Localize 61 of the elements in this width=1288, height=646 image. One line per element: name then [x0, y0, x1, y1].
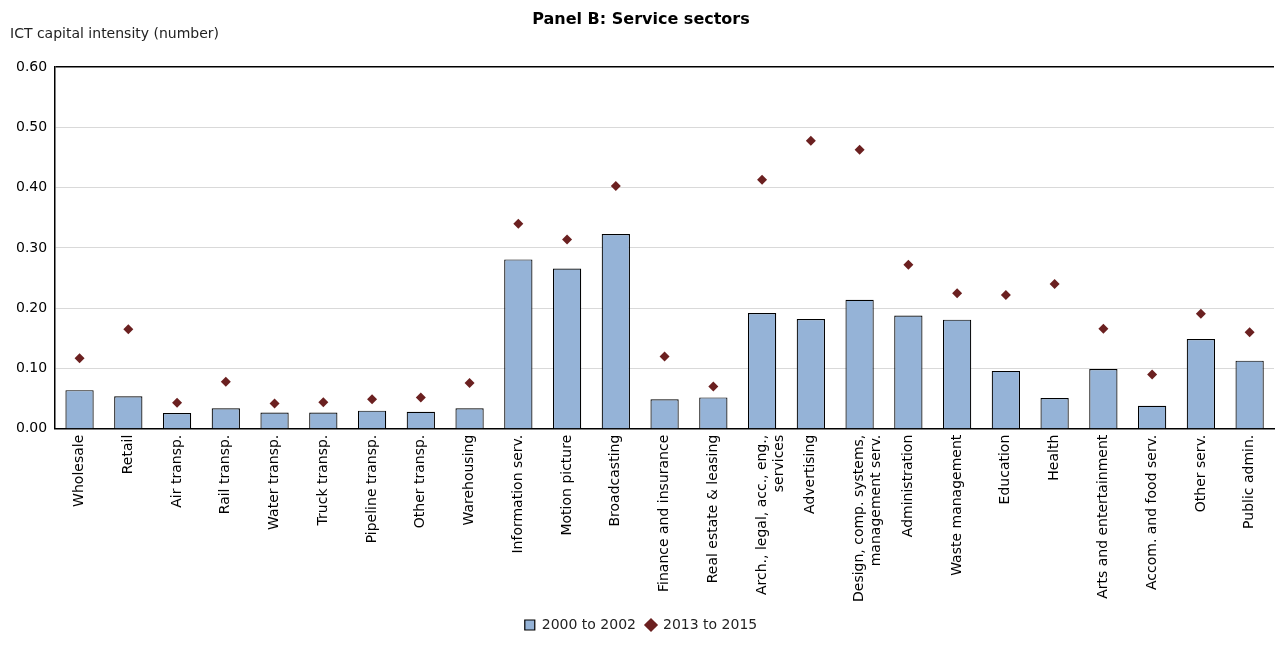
y-axis-title: ICT capital intensity (number): [10, 24, 220, 41]
y-tick-label: 0.10: [16, 359, 48, 376]
x-tick-label: Waste management: [947, 434, 964, 576]
x-tick-label: Information serv.: [508, 434, 525, 554]
x-tick-label: Wholesale: [70, 434, 87, 507]
x-tick-label: Water transp.: [265, 434, 282, 530]
point: [220, 376, 231, 387]
y-tick-label: 0.00: [16, 419, 48, 436]
point: [415, 392, 426, 403]
y-tick-label: 0.20: [16, 298, 48, 315]
point: [1195, 308, 1206, 319]
x-tick-label: Other serv.: [1191, 434, 1208, 513]
point: [1049, 279, 1060, 290]
point: [172, 397, 183, 408]
x-tick-label: Other transp.: [411, 434, 428, 529]
x-tick-label: Pipeline transp.: [362, 434, 379, 544]
x-tick-label: Retail: [118, 434, 135, 475]
x-tick-label: Rail transp.: [216, 434, 233, 515]
point: [367, 394, 378, 405]
point: [269, 398, 280, 409]
point: [74, 353, 85, 364]
x-tick-label: Real estate & leasing: [703, 434, 720, 584]
point: [1098, 323, 1109, 334]
x-tick-label: Arch., legal, acc., eng., services: [752, 434, 786, 596]
point: [757, 174, 768, 185]
x-tick-label: Administration: [898, 434, 915, 538]
point: [708, 381, 719, 392]
point: [123, 324, 134, 335]
x-tick-label: Accom. and food serv.: [1142, 434, 1159, 591]
point: [464, 377, 475, 388]
x-tick-label: Design, comp. systems, management serv.: [850, 434, 884, 603]
x-tick-label: Finance and insurance: [655, 434, 672, 592]
point: [513, 218, 524, 229]
point: [1147, 369, 1158, 380]
point: [659, 351, 670, 362]
x-tick-label: Truck transp.: [313, 434, 330, 527]
point: [952, 288, 963, 299]
point: [805, 135, 816, 146]
x-tick-label: Broadcasting: [606, 434, 623, 527]
x-tick-label: Education: [996, 434, 1013, 505]
point: [562, 234, 573, 245]
x-tick-label: Motion picture: [557, 434, 574, 536]
x-tick-label: Advertising: [801, 434, 818, 514]
x-tick-label: Public admin.: [1240, 434, 1257, 529]
point: [1244, 327, 1255, 338]
point: [610, 180, 621, 191]
legend-label: 2000 to 2002: [541, 615, 637, 632]
point: [903, 259, 914, 270]
chart-title: Panel B: Service sectors: [532, 8, 750, 28]
legend-label: 2013 to 2015: [663, 615, 758, 632]
point: [854, 144, 865, 155]
x-tick-label: Arts and entertainment: [1094, 434, 1110, 599]
y-tick-label: 0.60: [16, 57, 48, 74]
x-tick-label: Warehousing: [460, 434, 477, 526]
x-tick-label: Air transp.: [167, 434, 184, 508]
point: [1000, 289, 1011, 300]
x-tick-label: Health: [1045, 434, 1062, 481]
y-tick-label: 0.50: [16, 118, 48, 135]
y-tick-label: 0.40: [16, 178, 48, 195]
point: [318, 397, 329, 408]
y-tick-label: 0.30: [16, 238, 48, 255]
